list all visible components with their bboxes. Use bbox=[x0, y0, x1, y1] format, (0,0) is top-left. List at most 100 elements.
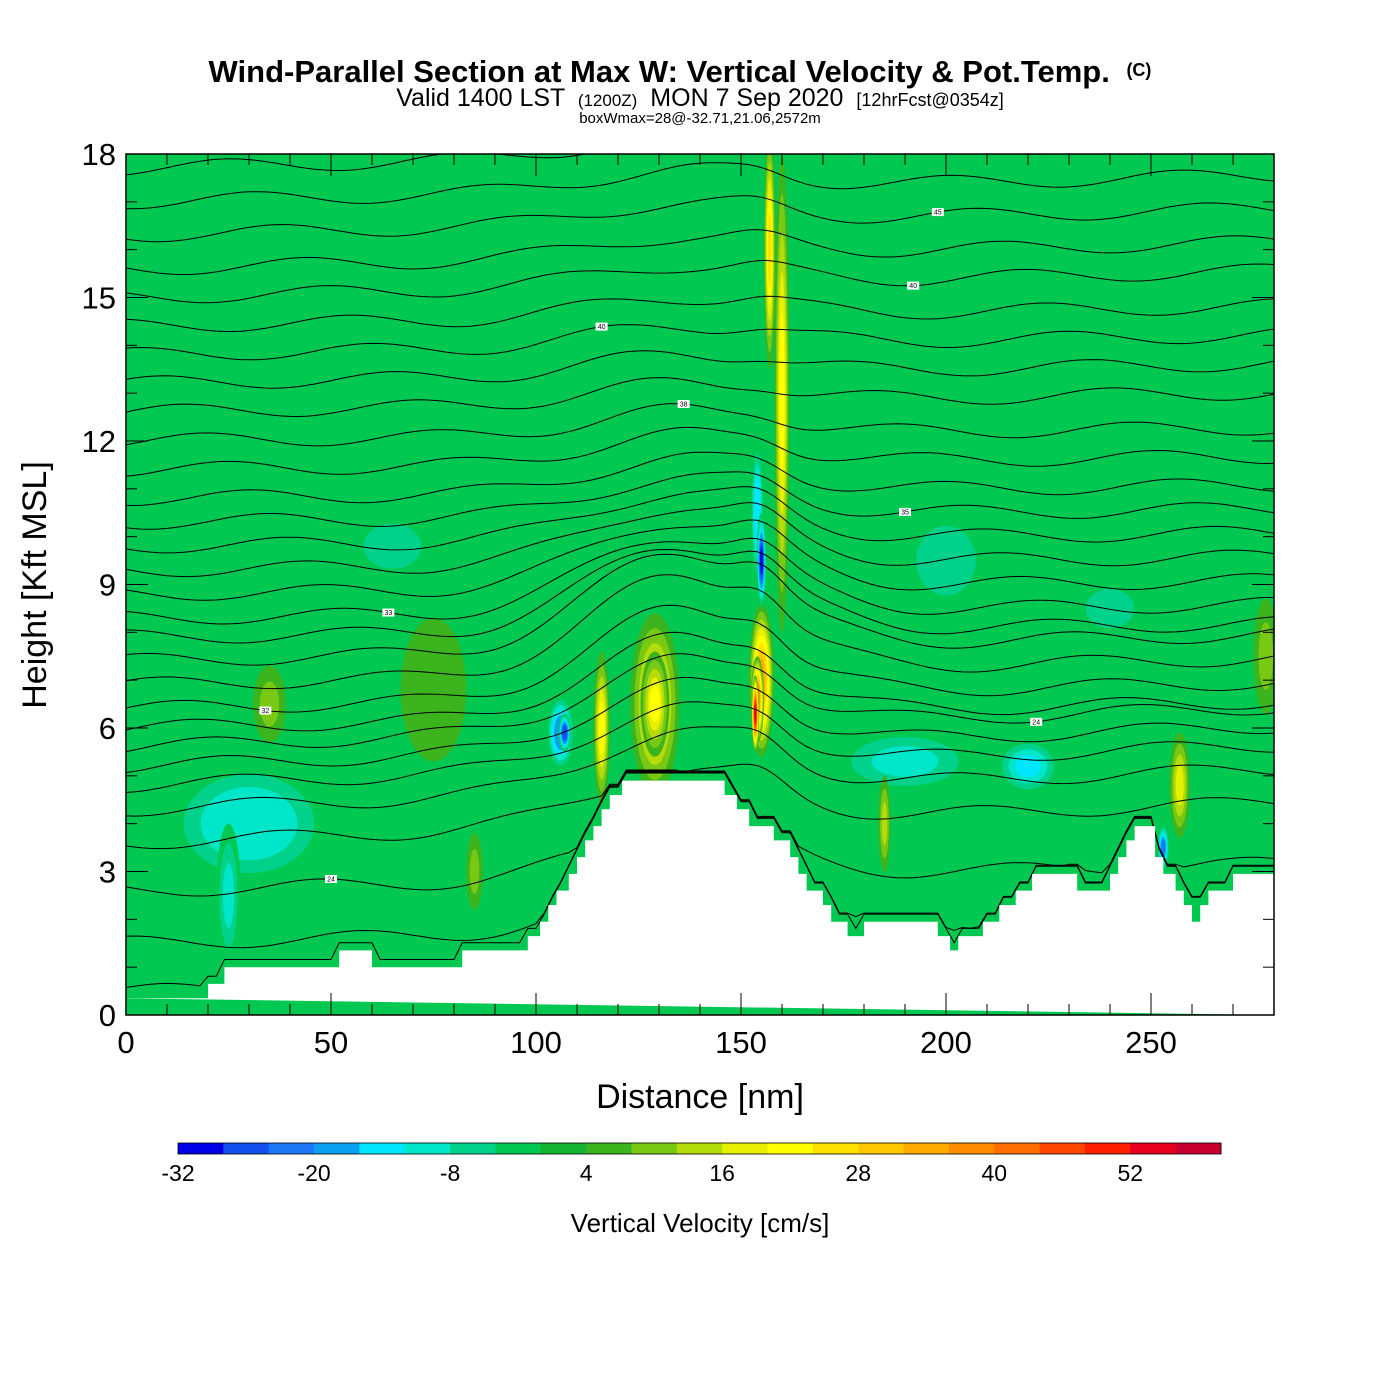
isentrope bbox=[126, 403, 1274, 447]
contour-label-box bbox=[259, 706, 272, 715]
x-axis: 0 50 100 150 200 250 bbox=[117, 154, 1275, 1060]
colorbar-swatch bbox=[676, 1143, 723, 1154]
isentrope bbox=[126, 426, 1274, 477]
isentrope bbox=[126, 631, 1274, 732]
y-tick-label: 0 bbox=[99, 998, 116, 1033]
x-axis-label: Distance [nm] bbox=[596, 1078, 804, 1116]
title-mark: (C) bbox=[1126, 60, 1151, 80]
velocity-band bbox=[469, 848, 480, 895]
isentrope bbox=[126, 451, 1274, 507]
colorbar-tick-label: 52 bbox=[1118, 1160, 1144, 1186]
box-wmax-annotation: boxWmax=28@-32.71,21.06,2572m bbox=[579, 110, 821, 127]
isentrope bbox=[126, 486, 1274, 554]
contour-label: 45 bbox=[934, 210, 942, 217]
isentrope bbox=[126, 324, 1274, 361]
velocity-band bbox=[1175, 765, 1184, 806]
colorbar: -32 -20 -8 4 16 28 40 52 bbox=[161, 1142, 1222, 1186]
subtitle-utc: (1200Z) bbox=[578, 91, 638, 110]
velocity-band bbox=[881, 801, 888, 846]
isentrope bbox=[126, 548, 1274, 644]
colorbar-swatch bbox=[1084, 1143, 1131, 1154]
colorbar-swatch bbox=[1130, 1143, 1177, 1154]
velocity-field bbox=[167, 154, 1274, 968]
isentrope bbox=[126, 676, 1274, 774]
velocity-band bbox=[363, 523, 422, 569]
contour-label-box bbox=[595, 322, 608, 331]
velocity-band bbox=[222, 862, 235, 928]
velocity-band bbox=[400, 617, 467, 762]
isentrope bbox=[126, 537, 1274, 625]
isentrope bbox=[126, 154, 1051, 176]
isentrope bbox=[126, 726, 1274, 817]
isentrope bbox=[126, 519, 1274, 601]
velocity-band bbox=[871, 746, 939, 777]
y-tick-label: 9 bbox=[99, 568, 116, 603]
x-tick-label: 0 bbox=[117, 1025, 134, 1060]
subtitle-lead: Valid 1400 LST bbox=[396, 84, 565, 112]
isentrope bbox=[126, 771, 1274, 949]
contour-label-box bbox=[1030, 717, 1043, 726]
contour-label: 38 bbox=[680, 401, 688, 408]
colorbar-tick-label: -20 bbox=[297, 1160, 330, 1186]
x-tick-label: 200 bbox=[920, 1025, 972, 1060]
isentrope bbox=[126, 377, 1274, 418]
contour-label-box bbox=[677, 399, 690, 408]
velocity-band bbox=[649, 685, 660, 723]
contour-label: 32 bbox=[262, 708, 270, 715]
colorbar-swatch bbox=[540, 1143, 587, 1154]
x-tick-label: 100 bbox=[510, 1025, 562, 1060]
velocity-band bbox=[1015, 755, 1041, 778]
colorbar-swatch bbox=[722, 1143, 769, 1154]
contour-label-box bbox=[899, 507, 911, 516]
isentrope bbox=[126, 259, 1274, 304]
contour-label: 40 bbox=[598, 324, 606, 331]
velocity-band bbox=[754, 704, 757, 723]
velocity-band bbox=[779, 310, 785, 476]
contour-label-box bbox=[325, 874, 337, 883]
y-tick-label: 18 bbox=[82, 137, 116, 172]
colorbar-swatch bbox=[586, 1143, 632, 1154]
colorbar-swatch bbox=[223, 1143, 270, 1154]
contour-label: 40 bbox=[909, 283, 917, 290]
contour-label-box bbox=[382, 608, 395, 617]
isentrope bbox=[126, 574, 1274, 690]
isentrope bbox=[126, 501, 1274, 578]
isentrope bbox=[126, 763, 1274, 850]
y-tick-label: 3 bbox=[99, 855, 116, 890]
colorbar-label: Vertical Velocity [cm/s] bbox=[571, 1208, 830, 1238]
colorbar-swatch bbox=[767, 1143, 814, 1154]
isentrope bbox=[126, 553, 1274, 666]
colorbar-swatch bbox=[314, 1143, 360, 1154]
isentrope bbox=[126, 471, 1274, 530]
colorbar-tick-label: 40 bbox=[981, 1160, 1007, 1186]
colorbar-tick-label: 28 bbox=[845, 1160, 871, 1186]
isentrope bbox=[126, 701, 1274, 793]
potential-temperature-contours bbox=[126, 154, 1274, 989]
colorbar-swatch bbox=[178, 1143, 224, 1154]
x-tick-label: 150 bbox=[715, 1025, 767, 1060]
chart-subtitle: Valid 1400 LST (1200Z) MON 7 Sep 2020 [1… bbox=[396, 84, 1004, 112]
contour-labels: 24 24 32 33 35 38 40 40 45 bbox=[259, 208, 1043, 883]
colorbar-swatch bbox=[495, 1143, 542, 1154]
velocity-band bbox=[1258, 622, 1274, 691]
colorbar-swatch bbox=[858, 1143, 905, 1154]
y-tick-label: 12 bbox=[82, 424, 116, 459]
contour-label: 35 bbox=[901, 509, 909, 516]
isentrope bbox=[126, 195, 1274, 243]
plot-area: 24 24 32 33 35 38 40 40 45 0 50 100 150 200 250 0 3 6 9 1… bbox=[82, 137, 1275, 1060]
velocity-band bbox=[760, 547, 763, 575]
colorbar-swatch bbox=[994, 1143, 1041, 1154]
velocity-band bbox=[767, 211, 772, 288]
subtitle-date: MON 7 Sep 2020 bbox=[650, 84, 843, 112]
x-tick-label: 250 bbox=[1125, 1025, 1177, 1060]
isentrope bbox=[126, 295, 1274, 332]
contour-label: 33 bbox=[385, 610, 393, 617]
colorbar-swatch bbox=[404, 1143, 451, 1154]
colorbar-swatch bbox=[631, 1143, 678, 1154]
colorbar-frame bbox=[177, 1142, 1222, 1155]
isentrope bbox=[126, 653, 1274, 753]
colorbar-tick-label: 16 bbox=[709, 1160, 735, 1186]
velocity-band bbox=[259, 681, 280, 727]
isentrope bbox=[126, 770, 1274, 897]
